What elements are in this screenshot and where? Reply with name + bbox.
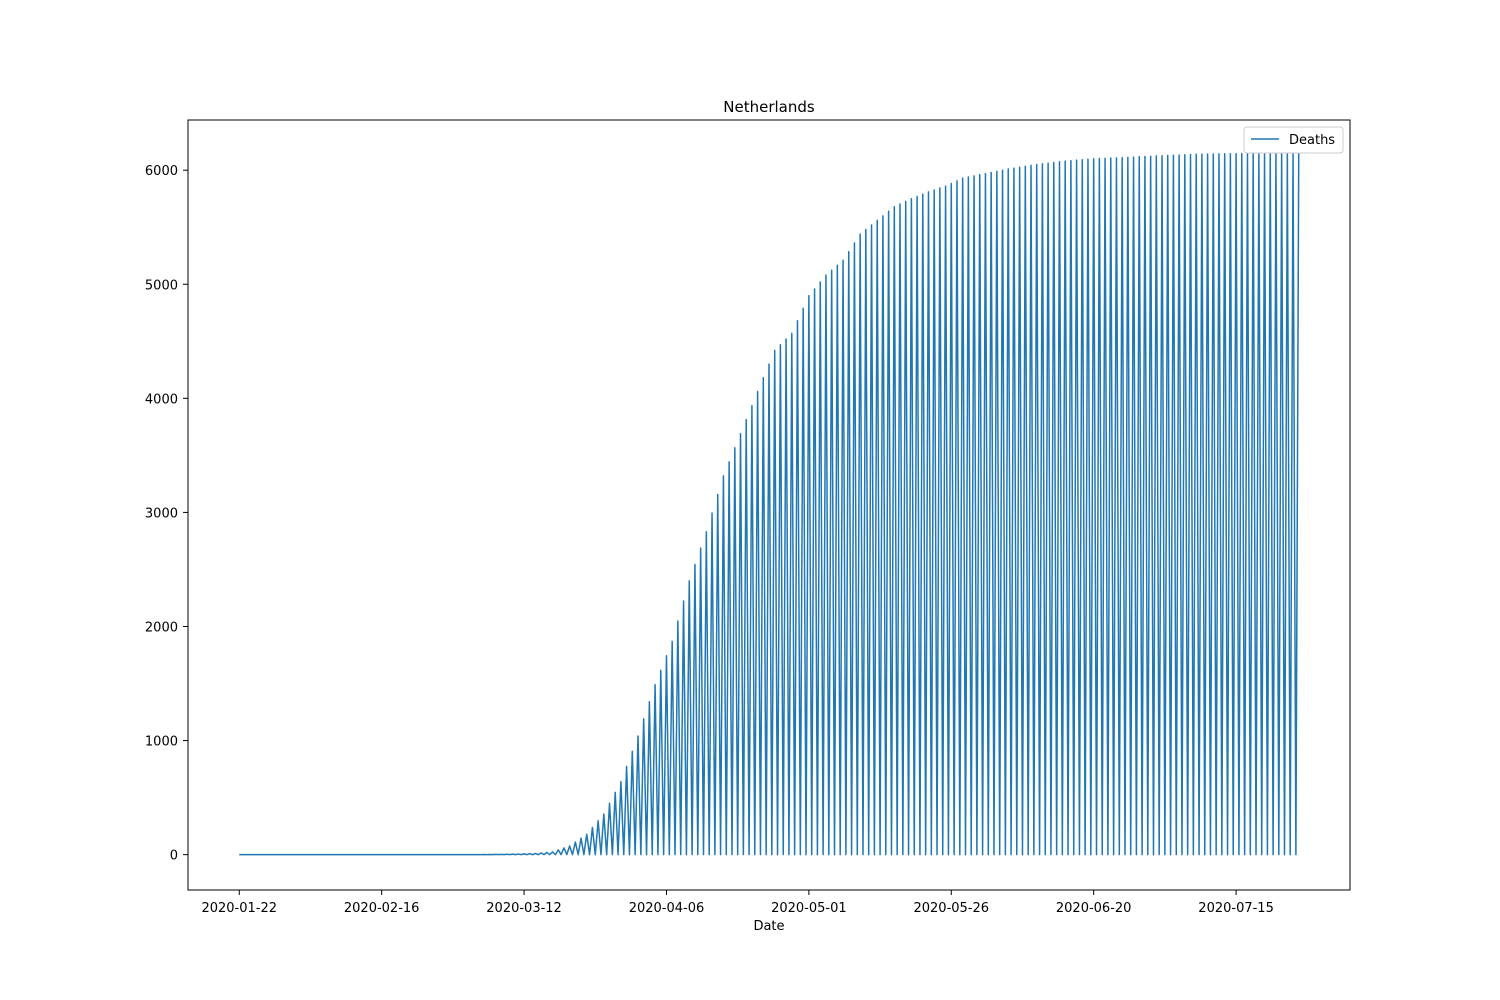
x-tick-label: 2020-03-12 bbox=[486, 901, 562, 916]
x-tick-label: 2020-04-06 bbox=[629, 901, 705, 916]
x-tick-label: 2020-06-20 bbox=[1056, 901, 1132, 916]
legend-box bbox=[1243, 126, 1344, 154]
y-tick-label: 2000 bbox=[145, 620, 178, 635]
y-tick-label: 5000 bbox=[145, 278, 178, 293]
y-tick-label: 1000 bbox=[145, 735, 178, 750]
y-tick-label: 0 bbox=[170, 849, 178, 864]
x-tick-label: 2020-02-16 bbox=[344, 901, 420, 916]
x-tick-label: 2020-01-22 bbox=[201, 901, 277, 916]
x-tick-label: 2020-07-15 bbox=[1198, 901, 1274, 916]
legend-label-deaths: Deaths bbox=[1289, 133, 1335, 148]
chart-title: Netherlands bbox=[723, 98, 815, 116]
x-tick-label: 2020-05-01 bbox=[771, 901, 847, 916]
axes-frame bbox=[187, 119, 1351, 891]
y-axis: 0 1000 2000 3000 4000 5000 6000 bbox=[145, 164, 188, 864]
x-tick-label: 2020-05-26 bbox=[913, 901, 989, 916]
y-tick-label: 3000 bbox=[145, 506, 178, 521]
legend: Deaths bbox=[1243, 126, 1344, 154]
x-axis: 2020-01-22 2020-02-16 2020-03-12 2020-04-06… bbox=[201, 890, 1274, 916]
y-tick-label: 6000 bbox=[145, 164, 178, 179]
x-axis-label: Date bbox=[753, 919, 784, 934]
series-line-deaths bbox=[239, 152, 1300, 856]
plot-area bbox=[239, 152, 1300, 856]
y-tick-label: 4000 bbox=[145, 392, 178, 407]
